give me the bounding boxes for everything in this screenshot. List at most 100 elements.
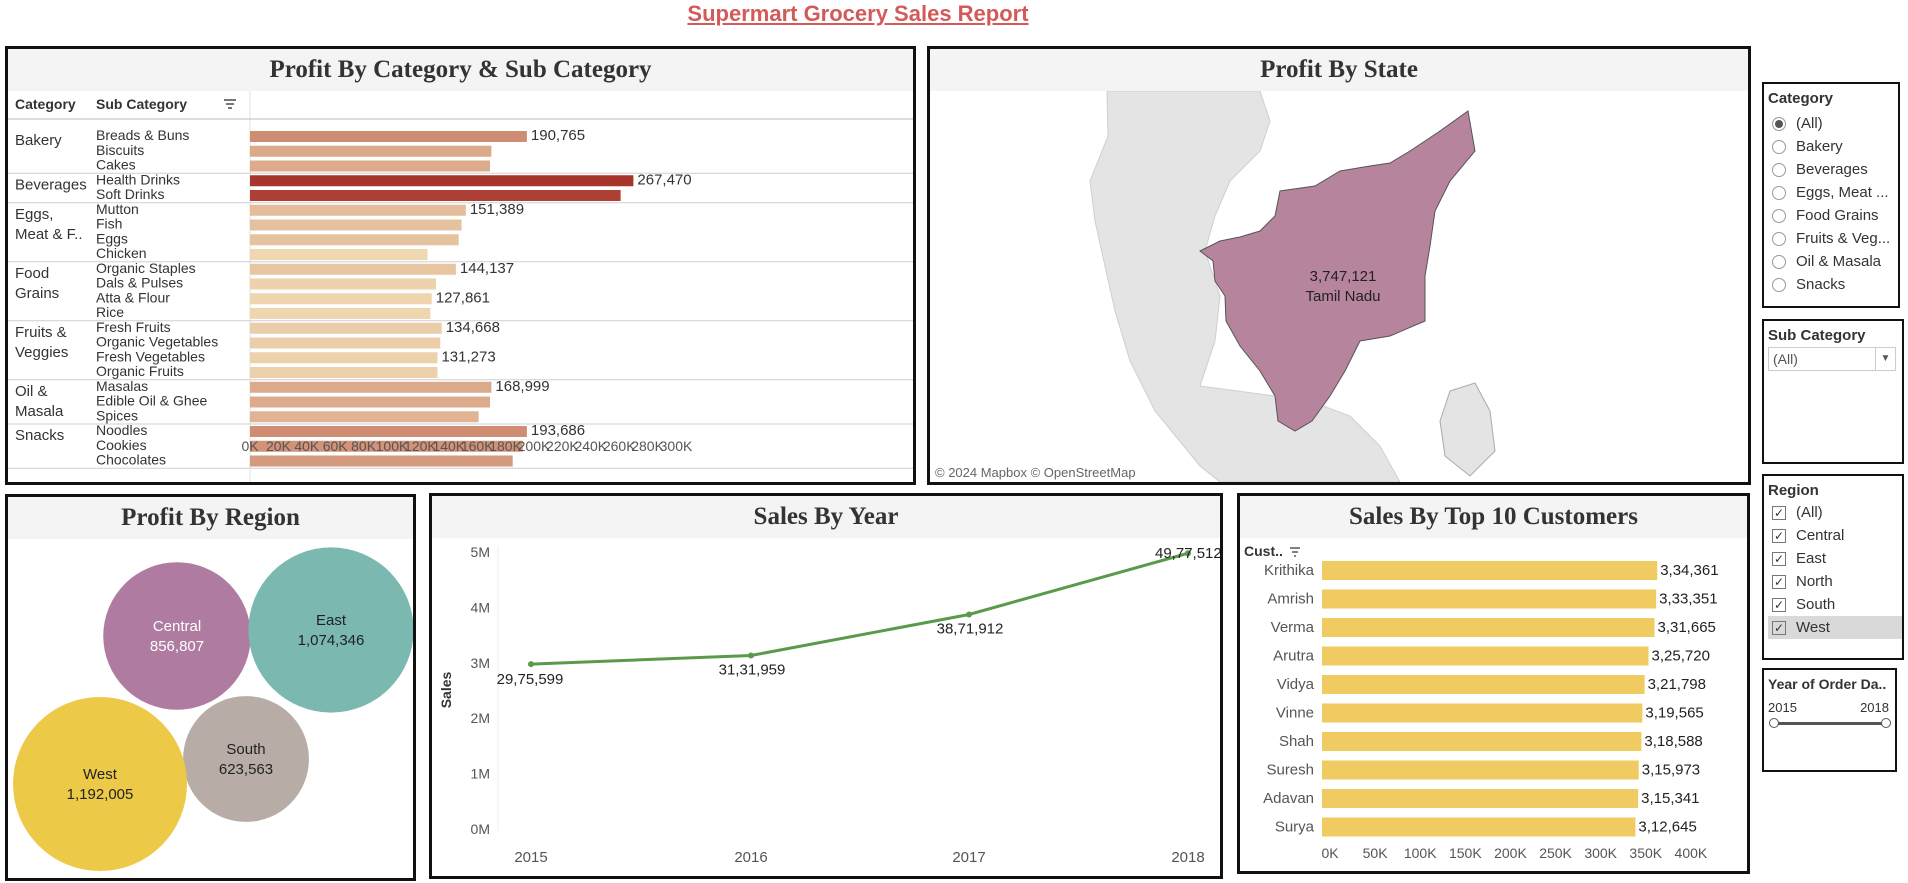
profit-bar[interactable] bbox=[250, 234, 459, 246]
sales-point[interactable] bbox=[748, 652, 754, 659]
profit-bar[interactable] bbox=[250, 249, 428, 260]
radio-button[interactable] bbox=[1772, 116, 1786, 131]
customer-bar[interactable] bbox=[1322, 703, 1643, 723]
profit-bar[interactable] bbox=[250, 219, 462, 231]
sort-icon[interactable] bbox=[224, 99, 236, 109]
sales-point-label: 31,31,959 bbox=[719, 661, 786, 678]
checkbox-checked-icon[interactable]: ✓ bbox=[1772, 528, 1786, 543]
tamil-nadu-region[interactable] bbox=[1199, 110, 1476, 432]
profit-bar[interactable] bbox=[250, 440, 523, 452]
radio-button[interactable] bbox=[1772, 162, 1786, 177]
category-filter-option[interactable]: Food Grains bbox=[1768, 204, 1902, 227]
profit-bar[interactable] bbox=[250, 411, 479, 423]
subcategory-label: Cakes bbox=[96, 157, 136, 173]
subcategory-label: Fresh Fruits bbox=[96, 319, 171, 335]
customer-bar[interactable] bbox=[1322, 817, 1636, 837]
profit-bar[interactable] bbox=[250, 352, 438, 364]
region-filter-option[interactable]: ✓ West bbox=[1768, 616, 1902, 639]
region-filter-option[interactable]: ✓ Central bbox=[1768, 524, 1902, 547]
radio-button[interactable] bbox=[1772, 231, 1786, 246]
profit-bar[interactable] bbox=[250, 293, 432, 305]
customer-bar[interactable] bbox=[1322, 760, 1639, 780]
category-filter-option-label: Beverages bbox=[1796, 161, 1868, 178]
profit-bar[interactable] bbox=[250, 396, 490, 408]
x-axis-tick-label: 240K bbox=[574, 438, 607, 454]
profit-bar[interactable] bbox=[250, 426, 527, 437]
profit-bar[interactable] bbox=[250, 308, 431, 319]
region-filter-option[interactable]: ✓ East bbox=[1768, 547, 1902, 570]
profit-bar[interactable] bbox=[250, 160, 490, 172]
checkbox-checked-icon[interactable]: ✓ bbox=[1772, 551, 1786, 566]
state-map[interactable]: 3,747,121 Tamil Nadu © 2024 Mapbox © Ope… bbox=[930, 91, 1748, 482]
customer-bar[interactable] bbox=[1322, 646, 1649, 666]
radio-button[interactable] bbox=[1772, 139, 1786, 154]
region-bubble[interactable] bbox=[103, 562, 251, 710]
category-filter-option[interactable]: Bakery bbox=[1768, 135, 1902, 158]
profit-bar[interactable] bbox=[250, 263, 456, 275]
sort-icon[interactable] bbox=[1290, 547, 1300, 557]
sales-point[interactable] bbox=[528, 661, 534, 668]
subcategory-dropdown[interactable]: (All) ▼ bbox=[1768, 347, 1896, 371]
profit-bar[interactable] bbox=[250, 204, 466, 216]
customer-name-label: Shah bbox=[1279, 733, 1314, 750]
year-slider-track[interactable] bbox=[1774, 722, 1886, 725]
profit-bar[interactable] bbox=[250, 145, 492, 157]
x-axis-tick-label: 60K bbox=[323, 438, 349, 454]
region-chart-title: Profit By Region bbox=[8, 497, 413, 539]
customer-name-label: Suresh bbox=[1266, 762, 1314, 779]
profit-bar[interactable] bbox=[250, 337, 441, 349]
region-value-label: 1,192,005 bbox=[67, 786, 134, 803]
sales-point[interactable] bbox=[1185, 550, 1191, 557]
profit-bar[interactable] bbox=[250, 455, 513, 467]
x-axis-tick-label: 2017 bbox=[952, 849, 985, 866]
category-filter-option[interactable]: Beverages bbox=[1768, 158, 1902, 181]
region-bubble[interactable] bbox=[13, 697, 187, 871]
x-axis-tick-label: 0K bbox=[241, 438, 259, 454]
checkbox-checked-icon[interactable]: ✓ bbox=[1772, 505, 1786, 520]
region-filter-title: Region bbox=[1768, 482, 1819, 499]
radio-button[interactable] bbox=[1772, 185, 1786, 200]
radio-button[interactable] bbox=[1772, 208, 1786, 223]
subcategory-label: Masalas bbox=[96, 378, 148, 394]
checkbox-checked-icon[interactable]: ✓ bbox=[1772, 620, 1786, 635]
customer-name-label: Arutra bbox=[1273, 648, 1315, 665]
map-state-value: 3,747,121 bbox=[1310, 268, 1377, 285]
year-slider-max-handle[interactable] bbox=[1881, 718, 1891, 728]
chevron-down-icon[interactable]: ▼ bbox=[1875, 348, 1895, 370]
region-filter-option[interactable]: ✓ North bbox=[1768, 570, 1902, 593]
radio-button[interactable] bbox=[1772, 254, 1786, 269]
radio-button[interactable] bbox=[1772, 277, 1786, 292]
customer-bar[interactable] bbox=[1322, 589, 1657, 609]
region-bubble[interactable] bbox=[248, 547, 413, 713]
region-bubble[interactable] bbox=[183, 696, 309, 822]
customer-bar[interactable] bbox=[1322, 618, 1655, 637]
profit-bar[interactable] bbox=[250, 278, 437, 290]
bar-total-label: 144,137 bbox=[460, 260, 514, 277]
category-bar-chart: Category Sub Category Bakery Breads & Buns 1… bbox=[8, 91, 913, 482]
subcategory-filter-title: Sub Category bbox=[1768, 327, 1866, 344]
profit-bar[interactable] bbox=[250, 175, 634, 187]
checkbox-checked-icon[interactable]: ✓ bbox=[1772, 597, 1786, 612]
x-axis-tick-label: 2015 bbox=[514, 849, 547, 866]
profit-bar[interactable] bbox=[250, 131, 527, 142]
subcategory-label: Organic Staples bbox=[96, 260, 196, 276]
checkbox-checked-icon[interactable]: ✓ bbox=[1772, 574, 1786, 589]
subcategory-label: Chocolates bbox=[96, 452, 166, 468]
region-filter-option[interactable]: ✓ South bbox=[1768, 593, 1902, 616]
customer-bar[interactable] bbox=[1322, 732, 1642, 751]
category-filter-option[interactable]: Oil & Masala bbox=[1768, 250, 1902, 273]
category-filter-option[interactable]: Snacks bbox=[1768, 273, 1902, 296]
category-filter-option[interactable]: (All) bbox=[1768, 112, 1902, 135]
sales-point[interactable] bbox=[966, 611, 972, 618]
profit-bar[interactable] bbox=[250, 322, 442, 334]
customer-bar[interactable] bbox=[1322, 789, 1639, 808]
category-filter-option[interactable]: Fruits & Veg... bbox=[1768, 227, 1902, 250]
year-slider-min-handle[interactable] bbox=[1769, 718, 1779, 728]
profit-bar[interactable] bbox=[250, 367, 438, 378]
customer-bar[interactable] bbox=[1322, 675, 1645, 694]
region-filter-option[interactable]: ✓ (All) bbox=[1768, 501, 1902, 524]
category-filter-option[interactable]: Eggs, Meat ... bbox=[1768, 181, 1902, 204]
profit-bar[interactable] bbox=[250, 381, 492, 393]
profit-bar[interactable] bbox=[250, 190, 621, 201]
customer-bar[interactable] bbox=[1322, 561, 1658, 580]
